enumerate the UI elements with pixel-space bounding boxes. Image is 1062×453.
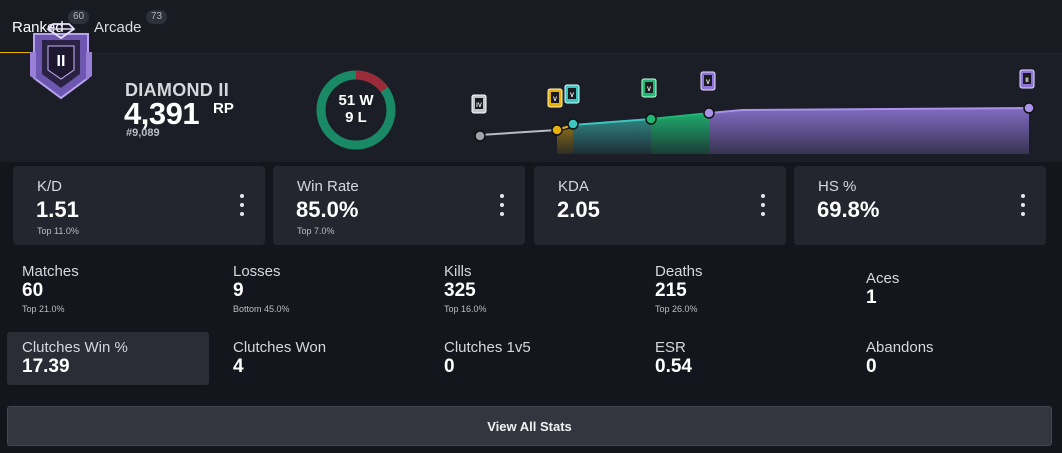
tab-ranked-count: 60 [68,10,90,24]
view-all-stats-button[interactable]: View All Stats [7,406,1052,446]
emerald-segment-line [650,112,711,120]
stat-losses-percentile: Bottom 45.0% [233,304,290,314]
tab-arcade-label: Arcade [94,18,142,36]
stat-aces-title: Aces [866,270,900,287]
diamond-segment-area [710,108,1029,154]
svg-text:V: V [647,87,651,93]
svg-text:V: V [570,93,574,99]
tab-arcade-count: 73 [146,10,168,24]
card-hs-value: 69.8% [817,197,880,222]
diamond-ii-rank-icon: II [1019,69,1035,89]
tab-arcade[interactable]: Arcade 73 [94,0,168,54]
tab-bar: Ranked 60 Arcade 73 [0,0,1062,54]
card-hs-title: HS % [818,178,857,195]
diamond-segment-line [709,107,1030,114]
losses-arc [316,70,396,150]
chart-point-current [1023,102,1035,114]
stat-kills-title: Kills [444,263,472,280]
more-vertical-icon[interactable] [237,194,247,220]
win-loss-donut [316,70,396,150]
diamond-icon [46,23,76,40]
stat-aces-value: 1 [866,287,877,308]
rank-name: DIAMOND II [125,80,229,100]
card-kd: K/D 1.51 Top 11.0% [13,166,265,245]
stat-matches-percentile: Top 21.0% [22,304,65,314]
emblem-numeral: II [57,53,66,70]
more-vertical-icon[interactable] [758,194,768,220]
stat-kills-percentile: Top 16.0% [444,304,487,314]
more-vertical-icon[interactable] [497,194,507,220]
rank-points: 4,391 [124,96,200,131]
stat-losses-value: 9 [233,280,244,301]
card-win-rate: Win Rate 85.0% Top 7.0% [273,166,525,245]
svg-text:IV: IV [476,103,482,109]
stat-highlight [7,332,209,385]
card-kd-percentile: Top 11.0% [37,226,79,236]
stat-abandons-title: Abandons [866,339,934,356]
stat-clutches-1v5-value: 0 [444,356,455,377]
card-kd-title: K/D [37,178,63,195]
svg-text:V: V [553,97,557,103]
stat-matches-value: 60 [22,280,44,301]
more-vertical-icon[interactable] [1018,194,1028,220]
wins-count: 51 W [338,92,374,109]
gold-rank-icon: V [547,88,563,108]
emerald-segment-area [651,114,710,154]
stat-deaths-value: 215 [655,280,687,301]
chart-point-start [474,130,486,142]
stat-matches-title: Matches [22,263,79,280]
stat-kills-value: 325 [444,280,476,301]
leaderboard-position: #9,089 [126,127,160,139]
stat-esr-value: 0.54 [655,356,692,377]
stat-clutches-win-pct-title: Clutches Win % [22,339,128,356]
rank-points-unit: RP [213,100,234,117]
silver-rank-icon: IV [471,94,487,114]
stat-abandons-value: 0 [866,356,877,377]
stat-clutches-win-pct-value: 17.39 [22,356,70,377]
card-win-rate-value: 85.0% [296,197,359,222]
svg-text:V: V [706,80,710,86]
diamond-v-rank-icon: V [700,71,716,91]
card-hs-percent: HS % 69.8% [794,166,1046,245]
tab-divider [0,53,1062,54]
rank-progress-chart: IV V V V V II [471,69,1035,154]
card-kd-value: 1.51 [36,197,79,222]
platinum-segment-area [573,119,651,154]
stat-clutches-won-title: Clutches Won [233,339,327,356]
card-win-rate-percentile: Top 7.0% [297,226,335,236]
card-kda: KDA 2.05 [534,166,786,245]
platinum-segment-line [572,118,652,126]
chart-point-gold [551,124,563,136]
chart-point-diamond [703,107,715,119]
silver-segment-line [479,129,558,136]
card-kda-value: 2.05 [557,197,600,222]
gold-segment-area [557,128,573,154]
card-win-rate-title: Win Rate [297,178,359,195]
stat-deaths-title: Deaths [655,263,703,280]
stat-esr-title: ESR [655,339,686,356]
stat-clutches-won-value: 4 [233,356,244,377]
chart-point-emerald [645,113,657,125]
stat-losses-title: Losses [233,263,281,280]
rank-emblem-icon: II [30,23,92,100]
emerald-rank-icon: V [641,78,657,98]
stat-clutches-1v5-title: Clutches 1v5 [444,339,531,356]
losses-count: 9 L [345,109,367,126]
stat-deaths-percentile: Top 26.0% [655,304,698,314]
svg-text:II: II [1025,78,1029,84]
chart-point-platinum [567,118,579,130]
card-kda-title: KDA [558,178,589,195]
platinum-rank-icon: V [564,84,580,104]
